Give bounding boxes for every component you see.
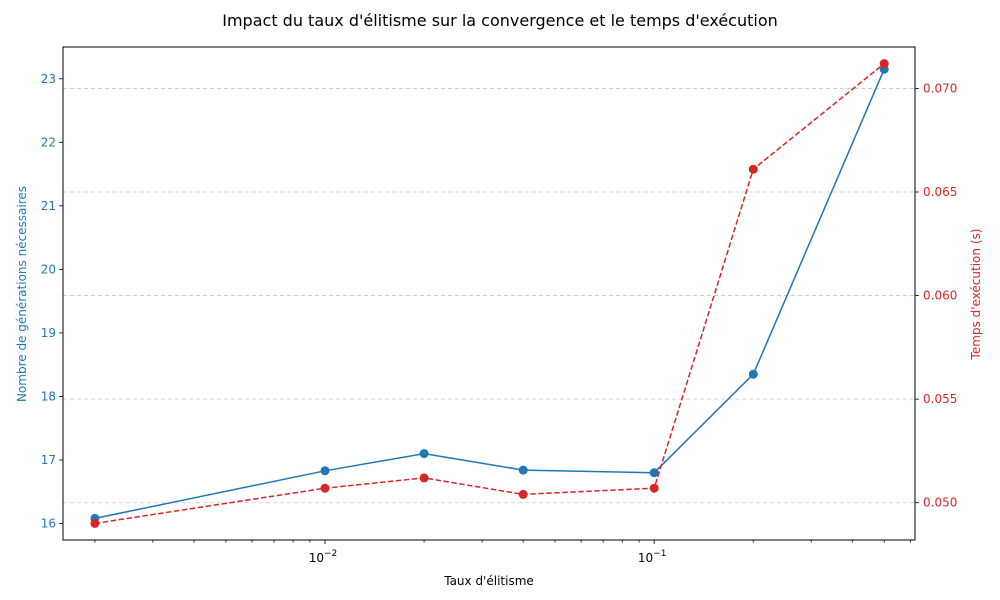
- x-axis-title: Taux d'élitisme: [443, 574, 534, 588]
- y-left-tick-label: 17: [41, 453, 56, 467]
- data-point: [748, 369, 758, 379]
- y-left-tick-label: 21: [41, 199, 56, 213]
- y-axis-left-title: Nombre de générations nécessaires: [15, 186, 29, 402]
- chart-title: Impact du taux d'élitisme sur la converg…: [222, 11, 778, 30]
- x-tick-label: 10−1: [638, 549, 667, 565]
- data-point: [90, 518, 100, 528]
- data-point: [419, 449, 429, 459]
- x-tick-label-exponent: −2: [324, 549, 337, 559]
- data-point: [419, 473, 429, 483]
- series-line-generations: [94, 68, 885, 520]
- data-point: [518, 465, 528, 475]
- y-right-tick-label: 0.060: [923, 289, 957, 303]
- series-line-time: [94, 63, 885, 525]
- y-right-tick-label: 0.055: [923, 392, 957, 406]
- y-left-tick-label: 16: [41, 516, 56, 530]
- y-left-tick-label: 23: [41, 72, 56, 86]
- data-point: [320, 466, 330, 476]
- x-tick-label: 10−2: [309, 549, 338, 565]
- data-point: [649, 468, 659, 478]
- y-axis-left: 16 17 18 19 20 21 22 23: [41, 72, 63, 530]
- y-axis-right-title: Temps d'exécution (s): [969, 229, 983, 361]
- y-left-tick-label: 22: [41, 135, 56, 149]
- y-left-tick-label: 19: [41, 326, 56, 340]
- y-left-tick-label: 18: [41, 389, 56, 403]
- y-left-tick-label: 20: [41, 262, 56, 276]
- y-right-tick-label: 0.070: [923, 81, 957, 95]
- y-right-tick-label: 0.065: [923, 185, 957, 199]
- plot-area: [90, 59, 889, 528]
- plot-frame: [62, 46, 916, 541]
- x-tick-label-base: 10: [638, 551, 653, 565]
- x-tick-label-exponent: −1: [653, 549, 666, 559]
- data-point: [879, 59, 889, 69]
- data-point: [649, 483, 659, 493]
- data-point: [748, 164, 758, 174]
- x-tick-label-base: 10: [309, 551, 324, 565]
- y-right-tick-label: 0.050: [923, 496, 957, 510]
- data-point: [320, 483, 330, 493]
- x-axis: 10−2 10−1: [94, 540, 911, 565]
- data-point: [518, 489, 528, 499]
- grid: [63, 88, 915, 504]
- y-axis-right: 0.050 0.055 0.060 0.065 0.070: [915, 81, 957, 510]
